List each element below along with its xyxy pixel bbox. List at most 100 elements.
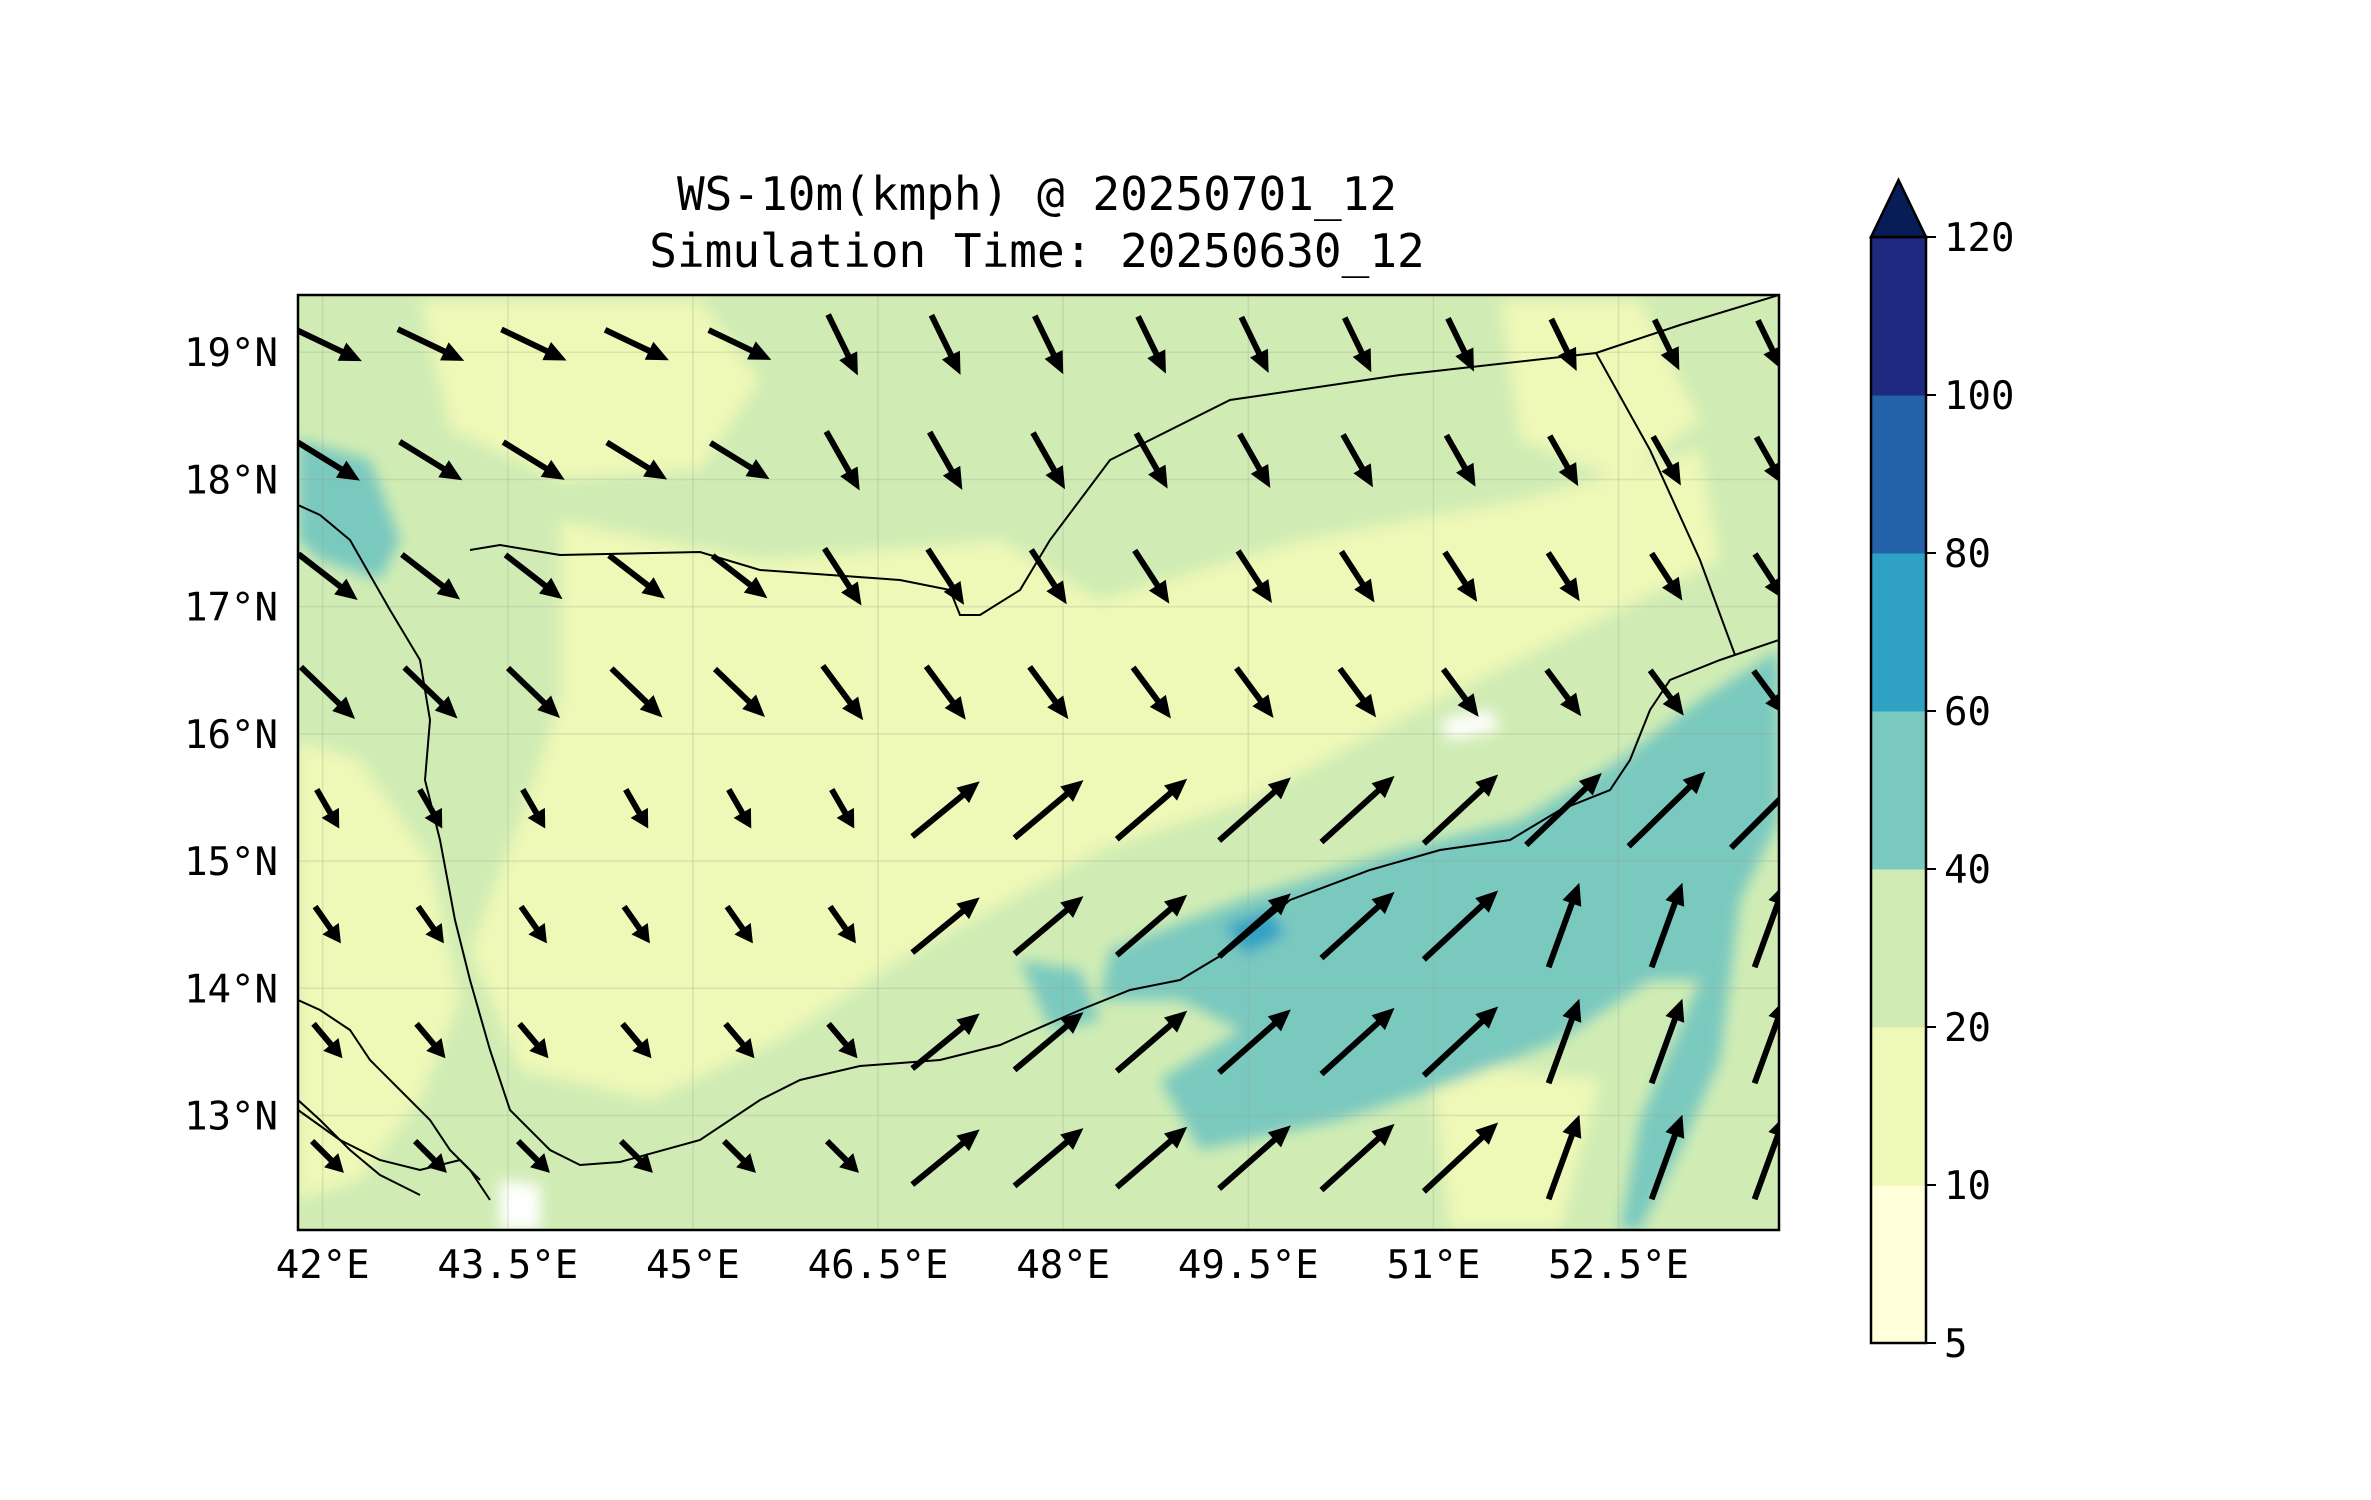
wind-arrow	[723, 1021, 755, 1059]
x-axis: 42°E 43.5°E 45°E 46.5°E 48°E 49.5°E 51°E 52.5°E	[276, 1243, 1689, 1288]
contour-10-20-interior	[470, 450, 1720, 1100]
colorbar-label: 10	[1944, 1164, 1991, 1209]
contour-0-5-patch	[1440, 710, 1500, 740]
wind-arrow	[520, 788, 546, 829]
wind-arrow	[1012, 896, 1084, 957]
wind-arrow	[1130, 665, 1171, 719]
wind-arrow	[1445, 317, 1474, 372]
wind-arrow	[417, 788, 443, 829]
wind-arrow	[618, 1138, 653, 1173]
border-oman-saudi	[1595, 295, 1779, 354]
wind-vectors	[298, 313, 1795, 1318]
wind-arrow	[726, 788, 752, 829]
wind-arrow	[1443, 433, 1476, 487]
wind-arrow	[710, 553, 768, 599]
wind-arrow	[1752, 552, 1779, 601]
wind-arrow	[910, 897, 980, 955]
wind-arrow	[400, 552, 461, 600]
x-tick-label: 45°E	[646, 1243, 740, 1288]
colorbar: 5 10 20 40 60 80 100 120	[1869, 177, 2014, 1367]
colorbar-extend-max	[1869, 177, 1928, 239]
wind-arrow	[724, 904, 753, 944]
wind-arrow	[1545, 882, 1582, 969]
contour-0-5-patch	[500, 1180, 540, 1230]
wind-arrow	[1319, 1123, 1395, 1193]
wind-arrow	[1217, 1009, 1291, 1075]
wind-arrow	[826, 1021, 858, 1059]
border-africa	[298, 1109, 481, 1181]
y-tick-label: 14°N	[184, 967, 278, 1012]
wind-arrow	[928, 313, 961, 375]
wind-arrow	[1648, 1114, 1685, 1201]
wind-arrow	[298, 664, 356, 719]
colorbar-segment	[1871, 711, 1926, 870]
y-tick-label: 18°N	[184, 458, 278, 503]
wind-arrow	[721, 1138, 756, 1173]
title-line-1: WS-10m(kmph) @ 20250701_12	[677, 167, 1397, 221]
wind-arrow	[1217, 777, 1291, 843]
colorbar-segment	[1871, 237, 1926, 396]
wind-arrow	[829, 788, 855, 829]
wind-arrow	[822, 546, 862, 606]
colorbar-label: 80	[1944, 532, 1991, 577]
colorbar-frame	[1869, 235, 1928, 1345]
wind-arrow	[1421, 1122, 1499, 1194]
wind-arrow	[309, 1138, 344, 1173]
wind-arrow	[398, 439, 463, 481]
contour-10-20-north	[420, 300, 760, 480]
wind-arrow	[314, 788, 340, 829]
wind-arrow	[927, 430, 963, 490]
wind-arrow	[1028, 548, 1067, 605]
wind-arrow	[708, 440, 770, 480]
colorbar-segment	[1871, 1185, 1926, 1344]
wind-arrow	[623, 788, 649, 829]
coastline-africa-2	[298, 1099, 421, 1196]
contour-40-60-redsea	[298, 440, 400, 580]
wind-arrow	[1012, 780, 1084, 841]
colorbar-label: 40	[1944, 848, 1991, 893]
wind-arrow	[1745, 1227, 1795, 1318]
y-axis: 19°N 18°N 17°N 16°N 15°N 14°N 13°N	[184, 331, 278, 1139]
wind-arrow	[402, 665, 458, 719]
colorbar-label: 5	[1944, 1322, 1967, 1367]
wind-arrow	[1340, 433, 1373, 488]
wind-arrow	[414, 1021, 446, 1059]
contour-40-60-gulf	[1100, 650, 1779, 1230]
wind-arrow	[1114, 894, 1188, 958]
wind-arrow	[1030, 431, 1066, 490]
wind-arrow	[1626, 771, 1706, 849]
wind-arrow	[1548, 317, 1577, 372]
wind-arrow	[501, 439, 565, 480]
colorbar-segment	[1871, 395, 1926, 554]
wind-arrow	[1545, 551, 1580, 602]
wind-arrow	[1114, 778, 1188, 842]
colorbar-segment	[1871, 553, 1926, 712]
contour-10-20-west	[298, 740, 460, 1200]
y-tick-label: 15°N	[184, 840, 278, 885]
wind-arrow	[1234, 666, 1274, 718]
wind-arrow	[500, 326, 567, 361]
wind-arrow	[910, 1013, 980, 1071]
wind-arrow	[1751, 669, 1779, 716]
colorbar-segment	[1871, 869, 1926, 1028]
wind-arrow	[298, 551, 358, 600]
wind-arrow	[1650, 434, 1681, 486]
wind-speed-contours	[298, 300, 1779, 1230]
wind-arrow	[607, 552, 665, 599]
colorbar-label: 120	[1944, 216, 2014, 261]
wind-arrow	[1440, 667, 1479, 717]
wind-arrow	[1114, 1126, 1188, 1190]
contour-10-20-ne	[1500, 300, 1700, 480]
wind-arrow	[910, 781, 980, 839]
colorbar-label: 60	[1944, 690, 1991, 735]
wind-arrow	[1012, 1128, 1084, 1189]
map-panel	[298, 295, 1795, 1318]
wind-arrow	[1027, 665, 1069, 720]
colorbar-label: 100	[1944, 374, 2014, 419]
wind-arrow	[396, 326, 465, 361]
wind-arrow	[311, 1021, 343, 1059]
wind-arrow	[412, 1138, 447, 1173]
wind-arrow	[620, 1021, 652, 1059]
wind-arrow	[1647, 668, 1684, 716]
